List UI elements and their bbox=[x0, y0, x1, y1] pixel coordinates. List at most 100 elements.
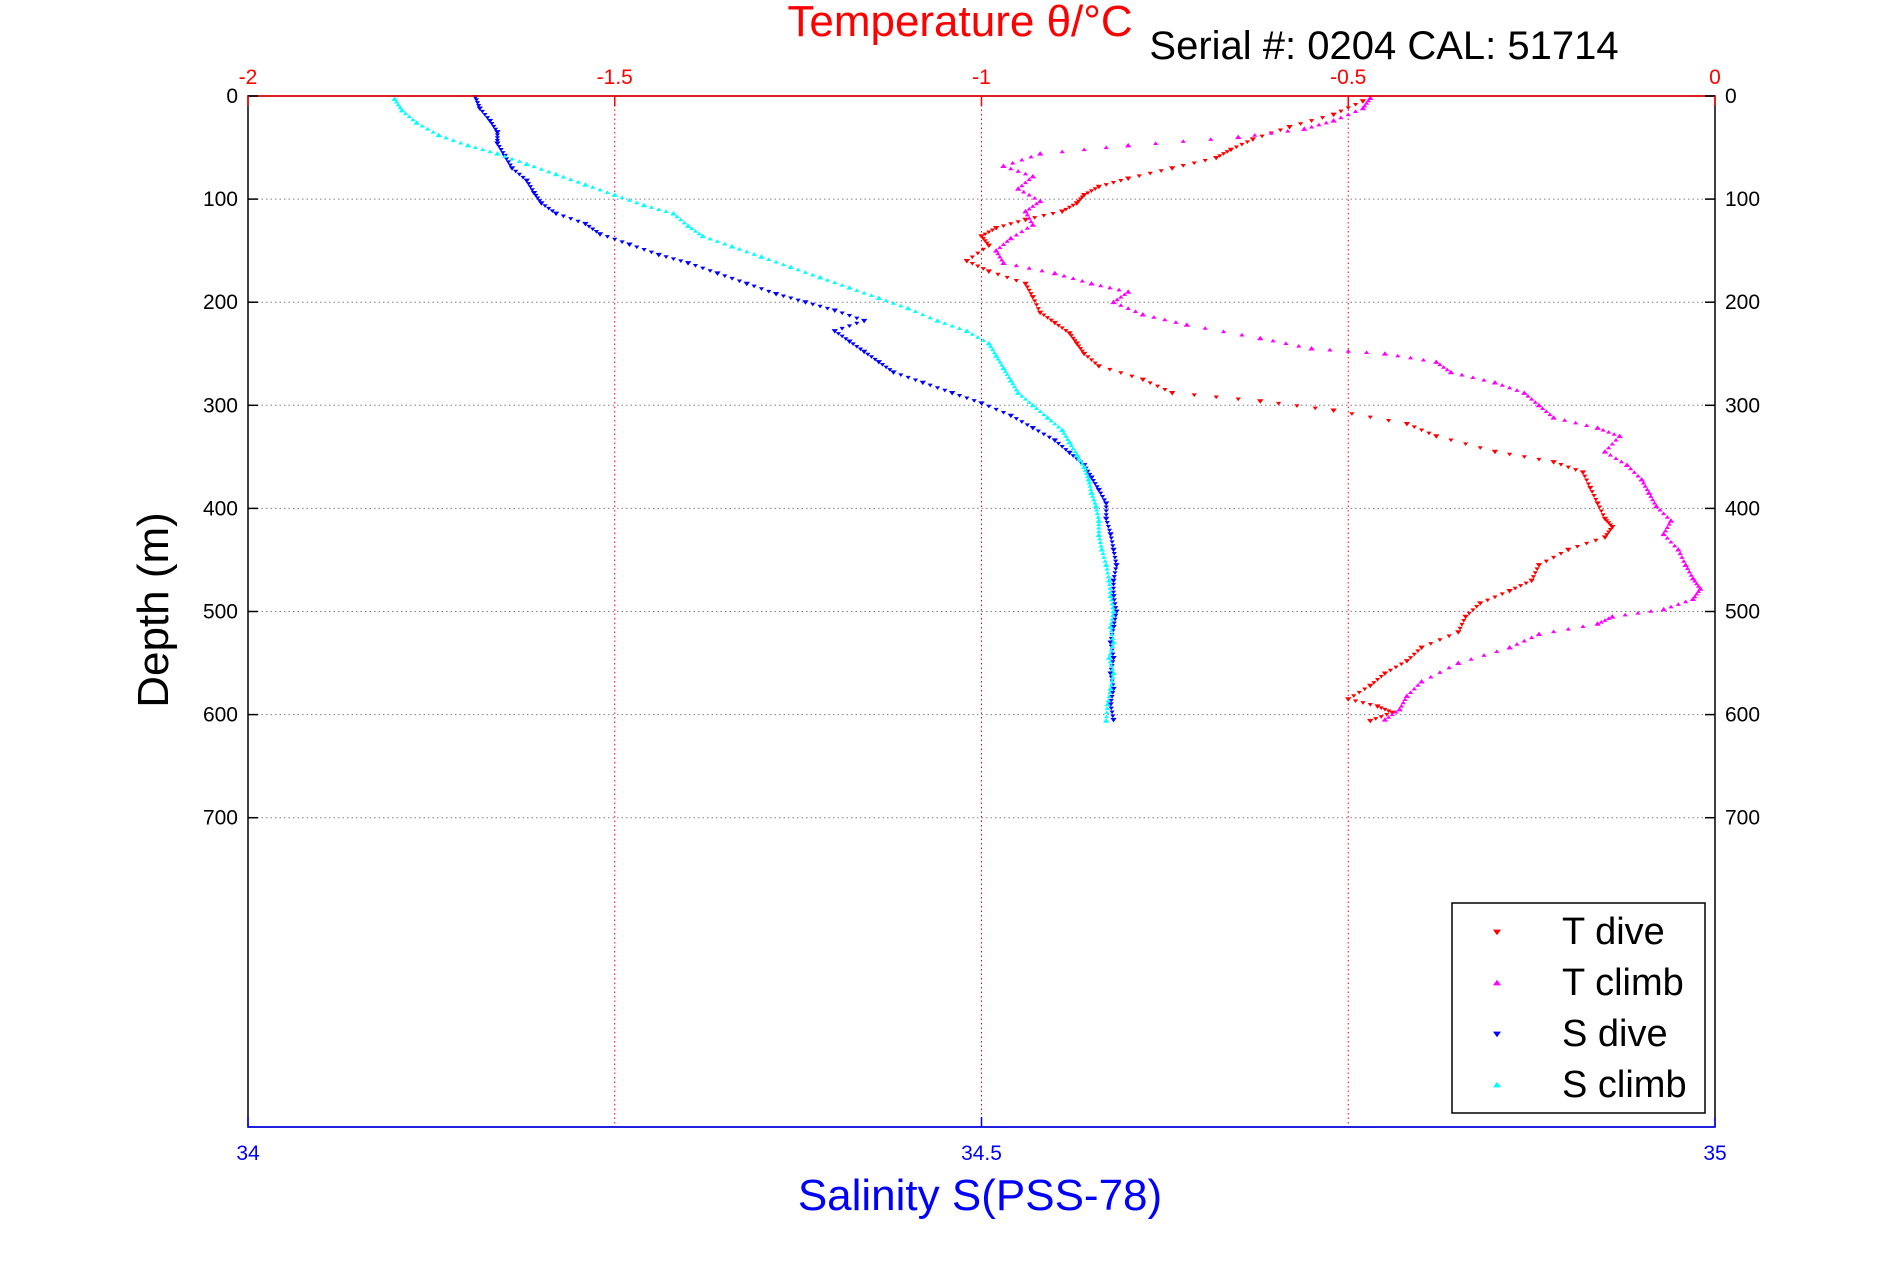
data-point bbox=[1000, 365, 1007, 371]
data-point bbox=[1398, 662, 1405, 667]
data-point bbox=[1104, 521, 1110, 525]
data-point bbox=[1070, 454, 1076, 458]
data-point bbox=[1611, 432, 1617, 436]
data-point bbox=[1063, 448, 1069, 452]
data-point bbox=[1485, 598, 1491, 603]
data-point bbox=[1092, 503, 1100, 509]
data-point bbox=[494, 141, 501, 146]
data-point bbox=[714, 239, 721, 243]
data-point bbox=[1063, 207, 1069, 212]
data-point bbox=[1008, 166, 1014, 171]
data-point bbox=[1551, 629, 1557, 634]
data-point bbox=[1088, 358, 1095, 363]
data-point bbox=[1653, 503, 1660, 509]
data-point bbox=[1308, 124, 1315, 129]
data-point bbox=[1118, 371, 1124, 375]
data-point bbox=[520, 175, 526, 180]
data-point bbox=[1689, 575, 1697, 581]
data-point bbox=[1111, 598, 1117, 602]
data-point bbox=[1667, 518, 1675, 523]
data-point bbox=[699, 233, 706, 239]
data-point bbox=[1080, 193, 1088, 198]
data-point bbox=[964, 396, 970, 401]
data-point bbox=[1349, 412, 1355, 416]
salinity-tick-label: 34 bbox=[236, 1142, 260, 1165]
data-point bbox=[1107, 586, 1113, 590]
data-point bbox=[487, 149, 493, 154]
data-point bbox=[1153, 141, 1159, 145]
data-point bbox=[1097, 540, 1103, 544]
data-point bbox=[780, 262, 787, 267]
data-point bbox=[1158, 169, 1164, 173]
data-point bbox=[1666, 522, 1672, 526]
data-point bbox=[1411, 652, 1417, 657]
data-point bbox=[985, 243, 993, 249]
data-point bbox=[1540, 406, 1546, 410]
data-point bbox=[1044, 316, 1051, 320]
data-point bbox=[1367, 702, 1373, 707]
data-point bbox=[1029, 402, 1037, 408]
data-point bbox=[1096, 525, 1102, 530]
data-point bbox=[795, 298, 801, 303]
data-point bbox=[1032, 216, 1038, 220]
data-point bbox=[1019, 183, 1025, 188]
data-point bbox=[1022, 180, 1029, 185]
data-point bbox=[1073, 201, 1081, 206]
data-point bbox=[1079, 278, 1085, 283]
data-point bbox=[1362, 687, 1368, 692]
data-point bbox=[484, 116, 491, 120]
data-point bbox=[1036, 310, 1044, 316]
data-point bbox=[1466, 611, 1472, 616]
data-point bbox=[1110, 578, 1117, 584]
data-point bbox=[1418, 679, 1425, 684]
data-point bbox=[634, 245, 640, 250]
data-point bbox=[1107, 686, 1114, 691]
data-point bbox=[971, 399, 977, 403]
data-point bbox=[1022, 171, 1029, 176]
data-point bbox=[1079, 195, 1085, 200]
data-point bbox=[729, 276, 735, 281]
data-point bbox=[997, 254, 1003, 259]
data-point bbox=[1420, 357, 1427, 362]
data-point bbox=[450, 138, 456, 142]
data-point bbox=[831, 329, 838, 334]
data-point bbox=[1499, 592, 1505, 597]
data-point bbox=[1118, 303, 1124, 307]
data-point bbox=[1220, 152, 1227, 156]
data-point bbox=[1191, 161, 1197, 166]
data-point bbox=[1403, 693, 1411, 698]
data-point bbox=[1381, 351, 1389, 356]
data-point bbox=[1077, 197, 1084, 202]
data-point bbox=[494, 139, 500, 143]
data-point bbox=[1365, 98, 1372, 103]
temperature-tick-label: -1 bbox=[972, 66, 991, 89]
data-point bbox=[1582, 474, 1588, 479]
data-point bbox=[1085, 191, 1091, 195]
data-point bbox=[854, 321, 860, 326]
data-point bbox=[816, 274, 824, 280]
data-point bbox=[1095, 364, 1103, 369]
data-point bbox=[1106, 694, 1112, 699]
data-point bbox=[1565, 465, 1571, 470]
data-point bbox=[1033, 303, 1040, 307]
data-point bbox=[927, 315, 933, 320]
data-point bbox=[1367, 415, 1373, 420]
data-point bbox=[1105, 698, 1111, 702]
data-point bbox=[546, 169, 552, 174]
legend-label: S dive bbox=[1562, 1013, 1668, 1055]
data-point bbox=[1105, 655, 1113, 660]
data-point bbox=[999, 363, 1005, 367]
data-point bbox=[1604, 533, 1610, 537]
data-point bbox=[527, 185, 533, 189]
data-point bbox=[865, 352, 871, 357]
data-point bbox=[1532, 571, 1538, 575]
data-point bbox=[1107, 702, 1114, 707]
data-point bbox=[1007, 235, 1015, 241]
data-point bbox=[611, 192, 618, 197]
data-point bbox=[641, 248, 647, 252]
data-point bbox=[1601, 449, 1609, 454]
data-point bbox=[980, 338, 986, 342]
data-point bbox=[1107, 532, 1114, 537]
data-point bbox=[1139, 377, 1147, 383]
data-point bbox=[736, 279, 743, 284]
